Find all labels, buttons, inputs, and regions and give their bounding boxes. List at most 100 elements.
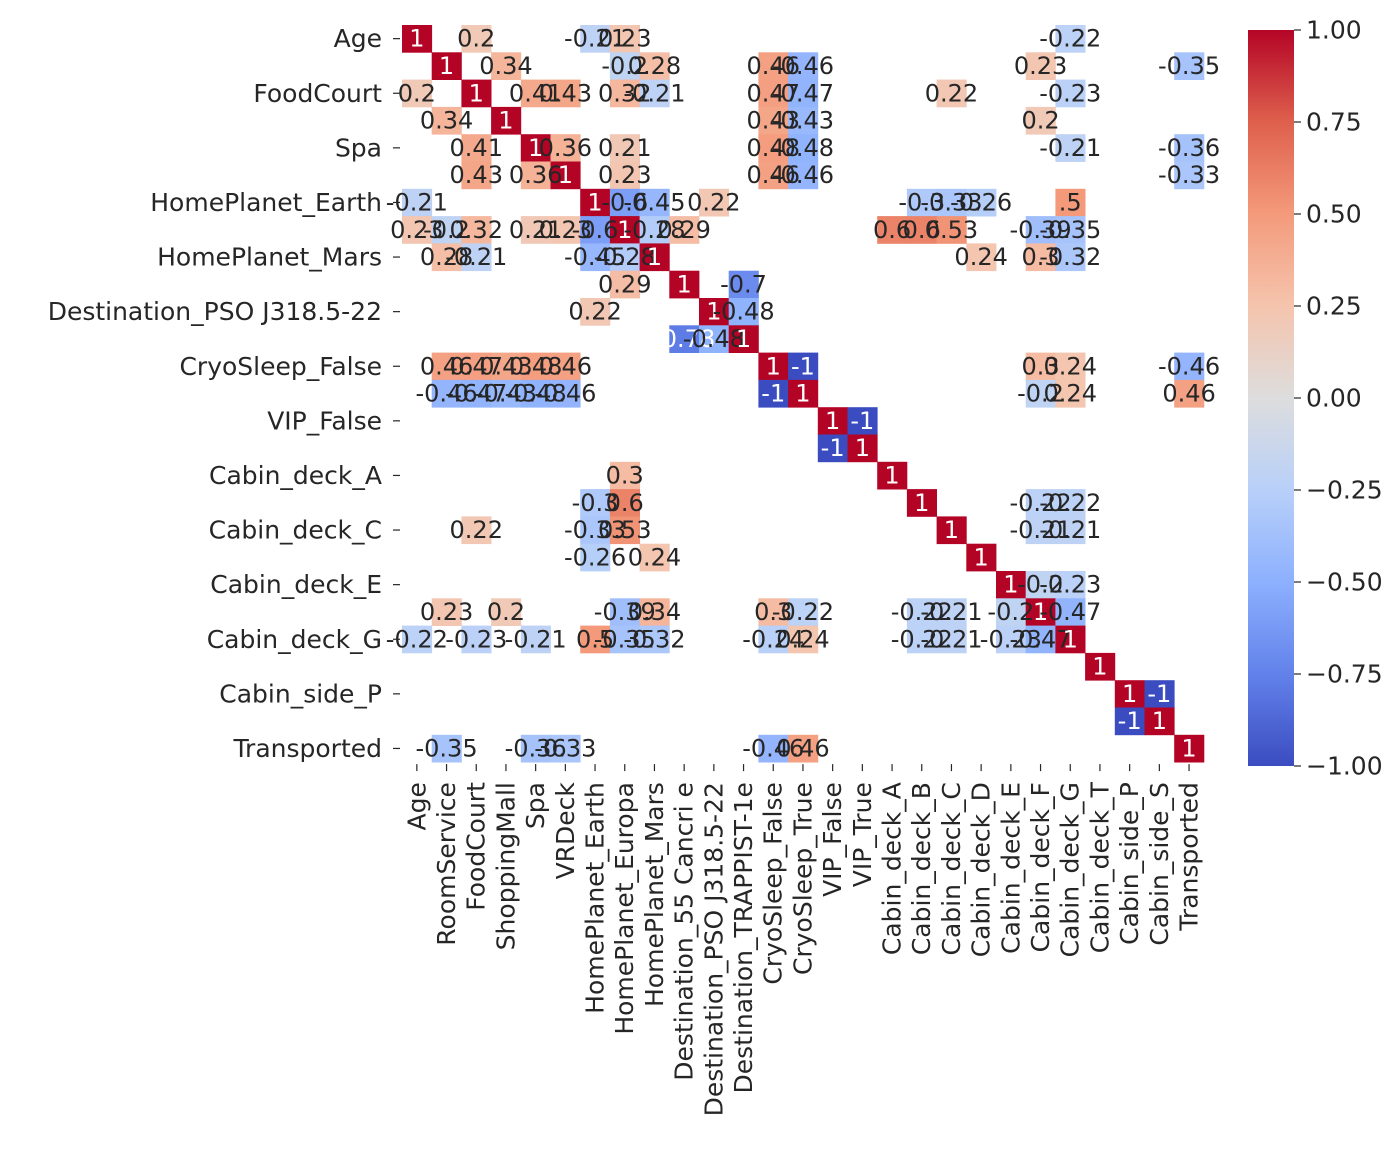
heatmap-cell <box>728 270 759 299</box>
cell-value-label: -0.26 <box>950 188 1012 216</box>
y-tick-label: Cabin_side_P <box>219 679 382 708</box>
cell-value-label: -0.21 <box>1009 516 1071 544</box>
heatmap-cell <box>758 106 789 135</box>
heatmap-cell <box>669 270 700 299</box>
cell-value-label: -0.26 <box>564 543 626 571</box>
heatmap-cell <box>758 79 789 108</box>
heatmap-cell <box>1174 52 1205 80</box>
y-tick-label: VIP_False <box>267 406 382 435</box>
heatmap-cell <box>788 379 819 408</box>
heatmap-cell <box>1085 652 1116 681</box>
cell-value-label: 0.53 <box>925 216 978 244</box>
cell-value-label: 0.2 <box>1021 107 1059 135</box>
cell-value-label: 0.24 <box>1044 380 1097 408</box>
heatmap-cell-labels: 1 0.2 -0.210.23 -0.221 0.34 -0.20.28 0.46-0.46… <box>386 25 1220 763</box>
cell-value-label: -0.47 <box>772 79 834 107</box>
cell-value-label: -0.22 <box>891 598 953 626</box>
heatmap-cell <box>966 543 997 572</box>
x-tick-label: HomePlanet_Europa <box>610 782 639 1035</box>
x-tick-label: FoodCourt <box>462 782 491 911</box>
cell-value-label: 0.34 <box>420 107 473 135</box>
heatmap-cell <box>699 325 730 353</box>
cell-value-label: 0.23 <box>390 216 443 244</box>
heatmap-cell <box>1025 352 1056 381</box>
x-tick-label: Cabin_deck_G <box>1056 782 1085 957</box>
cell-value-label: -0.2 <box>1017 571 1064 599</box>
heatmap-cell <box>520 352 551 381</box>
heatmap-cell <box>461 352 492 381</box>
cell-value-label: 0.2 <box>487 598 525 626</box>
cell-value-label: 1 <box>1152 707 1167 735</box>
cell-value-label: 0.22 <box>568 298 621 326</box>
cell-value-label: -0.47 <box>445 380 507 408</box>
cell-value-label: 0.29 <box>657 216 710 244</box>
cell-value-label: 0.22 <box>925 79 978 107</box>
cell-value-label: 0.34 <box>628 598 681 626</box>
heatmap-cell <box>639 625 670 654</box>
cell-value-label: 1 <box>469 79 484 107</box>
cell-value-label: -0.2 <box>1017 380 1064 408</box>
heatmap-cell <box>580 489 611 517</box>
heatmap-cell <box>1025 106 1056 135</box>
heatmap-cell <box>936 625 967 654</box>
heatmap-cell <box>758 352 789 381</box>
cell-value-label: -0.21 <box>505 625 567 653</box>
cell-value-label: 1 <box>974 543 989 571</box>
heatmap-cell <box>461 516 492 545</box>
heatmap-cell <box>550 216 581 244</box>
cell-value-label: 0.23 <box>420 598 473 626</box>
heatmap-cell <box>431 734 462 763</box>
heatmap-cell <box>936 79 967 108</box>
cell-value-label: 1 <box>944 516 959 544</box>
heatmap-cell <box>580 298 611 326</box>
heatmap-cell <box>906 489 937 517</box>
heatmap-cell <box>461 134 492 162</box>
heatmap-cell <box>758 598 789 626</box>
colorbar-tick-label: 1.00 <box>1306 16 1362 45</box>
cell-value-label: -0.21 <box>623 79 685 107</box>
cell-value-label: 0.2 <box>398 79 436 107</box>
cell-value-label: 1 <box>528 134 543 162</box>
heatmap-cell <box>639 188 670 217</box>
cell-value-label: -0.28 <box>594 243 656 271</box>
cell-value-label: -0.23 <box>445 625 507 653</box>
heatmap-cell <box>788 106 819 135</box>
cell-value-label: 0.43 <box>479 352 532 380</box>
heatmap-cell <box>906 598 937 626</box>
heatmap-cell <box>609 79 640 108</box>
x-tick-label: RoomService <box>432 782 461 946</box>
cell-value-label: -1 <box>850 407 874 435</box>
cell-value-label: -0.33 <box>564 516 626 544</box>
cell-value-label: 0.41 <box>450 134 503 162</box>
colorbar-tick-label: 0.75 <box>1306 108 1362 137</box>
heatmap-cell <box>520 625 551 654</box>
cell-value-label: 1 <box>855 434 870 462</box>
x-tick-label: Destination_55 Cancri e <box>670 782 699 1081</box>
cell-value-label: 0.24 <box>954 243 1007 271</box>
heatmap-cell <box>847 434 878 463</box>
heatmap-cell <box>936 216 967 244</box>
heatmap-cell <box>1025 625 1056 654</box>
y-tick-label: Cabin_deck_G <box>207 625 382 654</box>
cell-value-label: 0.46 <box>420 352 473 380</box>
heatmap-cell <box>788 734 819 763</box>
heatmap-cell <box>580 243 611 272</box>
cell-value-label: -0.35 <box>1039 216 1101 244</box>
cell-value-label: -0.32 <box>623 625 685 653</box>
cell-value-label: 0.21 <box>598 134 651 162</box>
x-axis: Age RoomService FoodCourt ShoppingMall Spa VR… <box>402 764 1204 1116</box>
x-tick-label: Cabin_deck_E <box>996 782 1025 954</box>
heatmap-cell <box>1025 216 1056 244</box>
colorbar-tick-label: 0.25 <box>1306 292 1362 321</box>
x-tick-label: HomePlanet_Earth <box>581 782 610 1014</box>
cell-value-label: -0.46 <box>415 380 477 408</box>
cell-value-label: -0.46 <box>742 734 804 762</box>
cell-value-label: 0.23 <box>1014 52 1067 80</box>
heatmap-cell <box>491 352 522 381</box>
cell-value-label: -0.2 <box>987 598 1034 626</box>
y-tick-label: Cabin_deck_C <box>209 516 382 545</box>
x-tick-label: VIP_False <box>818 782 847 897</box>
cell-value-label: -0.45 <box>564 243 626 271</box>
x-tick-label: Spa <box>521 782 550 829</box>
heatmap-cell <box>1055 134 1086 162</box>
